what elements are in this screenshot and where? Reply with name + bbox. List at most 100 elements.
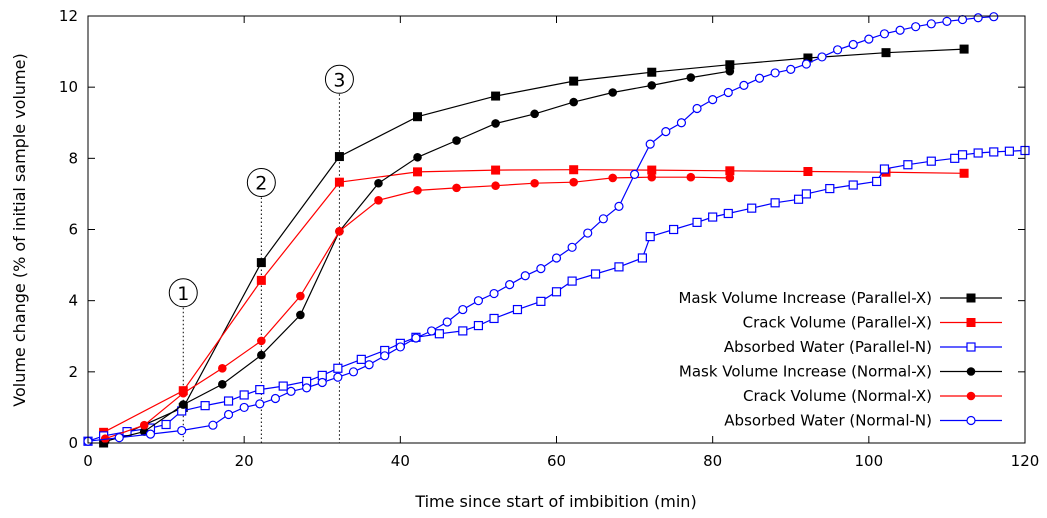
legend-label: Absorbed Water (Normal-N)	[724, 412, 932, 430]
data-point	[708, 95, 718, 105]
data-point	[458, 326, 468, 336]
data-point	[413, 186, 422, 195]
y-axis-label: Volume change (% of initial sample volum…	[10, 53, 29, 406]
data-point	[725, 60, 735, 70]
data-point	[1004, 146, 1014, 156]
data-point	[255, 385, 265, 395]
series-5	[100, 172, 735, 444]
legend-marker	[966, 342, 976, 352]
data-point	[647, 81, 657, 90]
legend-item: Crack Volume (Parallel-X)	[743, 314, 1002, 332]
data-point	[218, 379, 227, 389]
data-point	[239, 402, 249, 413]
data-point	[803, 166, 813, 176]
data-point	[491, 165, 501, 175]
data-point	[200, 401, 210, 411]
data-point	[178, 400, 188, 409]
data-point	[161, 419, 171, 430]
series-line	[105, 70, 730, 442]
data-point	[296, 291, 305, 301]
series-2	[99, 165, 969, 437]
data-point	[817, 52, 827, 62]
data-point	[302, 383, 312, 393]
data-point	[614, 201, 624, 211]
data-point	[413, 112, 423, 122]
data-point	[864, 34, 874, 44]
data-point	[942, 16, 952, 26]
data-point	[629, 169, 640, 179]
x-axis-label: Time since start of imbibition (min)	[414, 492, 696, 511]
data-point	[364, 360, 374, 370]
data-point	[569, 76, 579, 86]
legend-label: Mask Volume Increase (Normal-X)	[679, 363, 932, 381]
data-point	[708, 212, 718, 222]
x-tick-label: 60	[547, 452, 566, 470]
data-point	[413, 152, 422, 162]
data-point	[872, 176, 882, 187]
data-point	[879, 29, 890, 39]
data-point	[139, 420, 149, 430]
data-point	[989, 147, 999, 157]
data-point	[536, 264, 546, 274]
legend-item: Crack Volume (Normal-X)	[743, 387, 1002, 405]
data-point	[114, 433, 124, 443]
x-tick-label: 120	[1011, 452, 1040, 470]
data-point	[793, 194, 804, 204]
legend-marker	[966, 293, 976, 303]
data-point	[676, 118, 687, 128]
data-point	[957, 14, 968, 25]
annotation-circle	[246, 167, 276, 197]
data-point	[145, 429, 156, 439]
annotation-label: 2	[255, 172, 267, 194]
series-line	[105, 176, 730, 440]
data-point	[825, 183, 835, 194]
data-point	[725, 173, 735, 183]
legend-item: Mask Volume Increase (Normal-X)	[679, 363, 1002, 381]
legend-label: Absorbed Water (Parallel-N)	[724, 338, 932, 356]
data-point	[473, 296, 484, 306]
data-point	[895, 25, 905, 35]
data-point	[608, 88, 618, 97]
data-point	[434, 329, 444, 339]
legend-marker	[966, 391, 976, 401]
data-point	[208, 420, 218, 430]
data-point	[723, 87, 733, 98]
legend-label: Crack Volume (Parallel-X)	[743, 314, 932, 332]
data-point	[803, 53, 813, 63]
data-point	[178, 388, 188, 398]
data-point	[647, 67, 657, 77]
data-point	[567, 276, 577, 286]
series-line	[103, 169, 965, 433]
data-point	[770, 68, 780, 78]
data-point	[614, 262, 624, 272]
y-tick-label: 2	[68, 363, 78, 381]
data-point	[569, 97, 578, 107]
y-tick-label: 8	[68, 149, 78, 167]
x-tick-label: 100	[855, 452, 884, 470]
data-point	[489, 313, 499, 324]
data-point	[551, 253, 562, 263]
data-point	[278, 381, 288, 391]
data-point	[334, 152, 344, 162]
legend-item: Absorbed Water (Parallel-N)	[724, 338, 1002, 356]
data-point	[296, 310, 305, 320]
data-point	[686, 172, 696, 182]
data-point	[223, 396, 234, 406]
data-point	[725, 166, 735, 176]
y-tick-label: 0	[68, 434, 78, 452]
data-point	[452, 136, 461, 145]
data-point	[395, 342, 405, 352]
data-point	[530, 178, 539, 188]
data-point	[647, 165, 657, 175]
legend-marker	[966, 367, 976, 376]
data-point	[747, 203, 757, 213]
x-tick-label: 0	[83, 452, 93, 470]
data-point	[608, 173, 618, 183]
data-point	[959, 168, 969, 178]
data-point	[598, 214, 608, 224]
legend-marker	[966, 318, 976, 327]
data-point	[903, 160, 913, 170]
data-point	[686, 73, 696, 82]
data-point	[692, 103, 702, 114]
data-point	[255, 399, 265, 409]
